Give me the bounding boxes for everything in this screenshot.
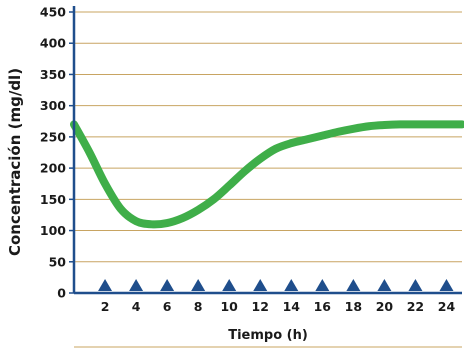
y-tick-labels: 0 50 100 150 200 250 300 350 400 450 — [40, 5, 74, 301]
y-tick-label: 450 — [40, 5, 66, 20]
y-tick-label: 350 — [40, 67, 66, 82]
x-tick-label: 24 — [438, 299, 456, 314]
dose-marker — [129, 279, 144, 291]
dose-marker — [160, 279, 175, 291]
x-tick-label: 14 — [283, 299, 301, 314]
x-tick-labels: 2 4 6 8 10 12 14 16 18 20 22 24 — [101, 299, 456, 314]
x-tick-label: 10 — [220, 299, 238, 314]
x-tick-label: 16 — [314, 299, 332, 314]
y-tick-label: 50 — [49, 254, 67, 269]
dose-marker — [408, 279, 423, 291]
x-axis-label: Tiempo (h) — [228, 328, 308, 343]
concentration-line — [70, 120, 464, 229]
x-tick-label: 12 — [252, 299, 269, 314]
x-tick-label: 6 — [163, 299, 172, 314]
dose-marker — [284, 279, 299, 291]
dose-marker — [377, 279, 392, 291]
x-tick-label: 4 — [132, 299, 141, 314]
y-tick-label: 100 — [40, 223, 66, 238]
y-tick-label: 400 — [40, 36, 66, 51]
x-tick-label: 22 — [407, 299, 424, 314]
dose-marker — [346, 279, 361, 291]
dose-marker — [222, 279, 237, 291]
y-axis-label: Concentración (mg/dl) — [6, 68, 24, 256]
x-tick-label: 8 — [194, 299, 203, 314]
dose-markers — [98, 279, 454, 291]
dose-marker — [315, 279, 330, 291]
x-tick-label: 18 — [345, 299, 362, 314]
dose-marker — [191, 279, 206, 291]
x-tick-label: 20 — [376, 299, 394, 314]
y-tick-label: 200 — [40, 161, 66, 176]
y-tick-label: 150 — [40, 192, 66, 207]
grid-lines — [74, 11, 462, 263]
y-tick-label: 0 — [57, 286, 66, 301]
y-tick-label: 300 — [40, 98, 66, 113]
y-tick-label: 250 — [40, 129, 66, 144]
dose-marker — [98, 279, 113, 291]
dose-marker — [253, 279, 268, 291]
dose-marker — [439, 279, 454, 291]
x-tick-label: 2 — [101, 299, 110, 314]
